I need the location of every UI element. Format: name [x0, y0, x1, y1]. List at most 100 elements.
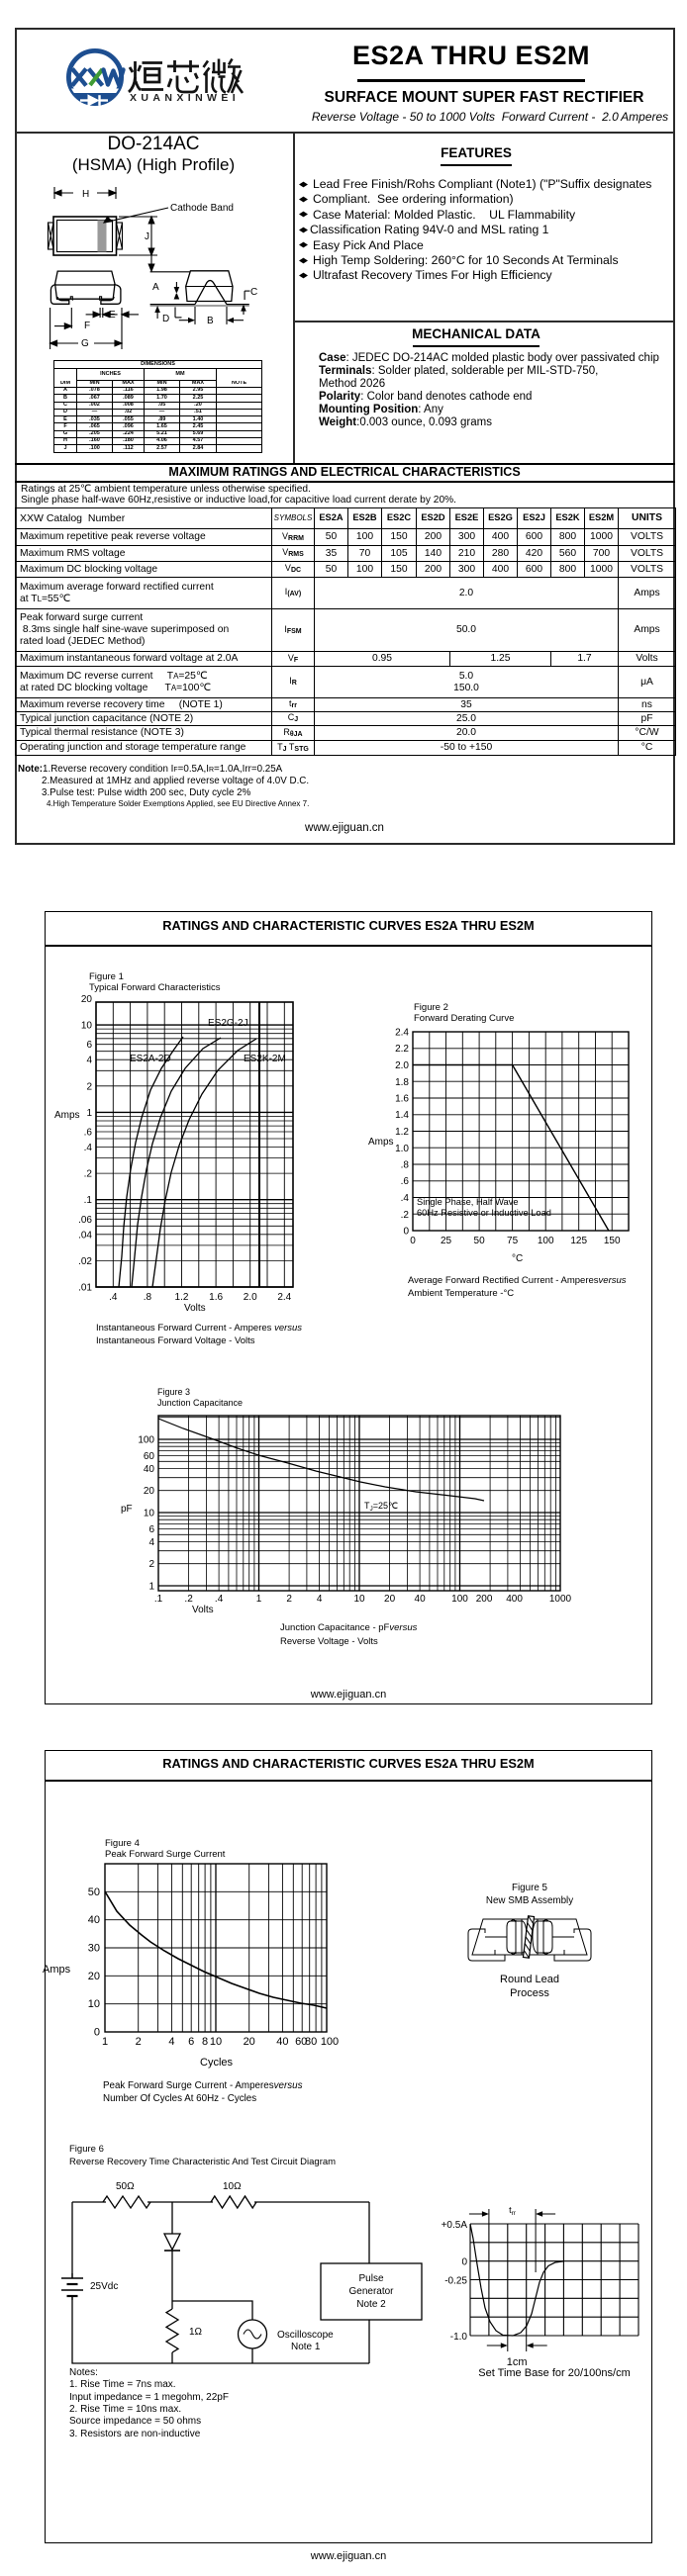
svg-text:TJ=25℃: TJ=25℃ [364, 1501, 398, 1513]
svg-text:0: 0 [461, 2257, 467, 2268]
svg-text:1: 1 [256, 1594, 262, 1605]
svg-text:.01: .01 [78, 1283, 92, 1294]
svg-text:ES2K-2M: ES2K-2M [244, 1054, 286, 1064]
svg-text:1000: 1000 [549, 1594, 572, 1605]
svg-text:200: 200 [476, 1594, 493, 1605]
svg-text:2.4: 2.4 [395, 1028, 409, 1039]
svg-text:Average Forward Rectified Curr: Average Forward Rectified Current - Ampe… [408, 1275, 627, 1286]
svg-text:Process: Process [510, 1987, 549, 1999]
svg-text:1.8: 1.8 [395, 1077, 409, 1088]
svg-text:1.6: 1.6 [209, 1292, 223, 1303]
svg-text:4: 4 [317, 1594, 323, 1605]
svg-text:4: 4 [148, 1537, 154, 1548]
svg-text:New SMB Assembly: New SMB Assembly [486, 1895, 573, 1906]
svg-text:1: 1 [102, 2036, 108, 2048]
svg-text:pF: pF [121, 1504, 133, 1515]
svg-text:Note 1: Note 1 [291, 2342, 321, 2352]
svg-text:0: 0 [410, 1236, 416, 1246]
svg-text:6: 6 [188, 2036, 194, 2048]
svg-text:2: 2 [136, 2036, 142, 2048]
svg-text:20: 20 [144, 1486, 155, 1497]
svg-text:Figure 4: Figure 4 [105, 1838, 140, 1849]
svg-text:10: 10 [353, 1594, 365, 1605]
svg-text:80: 80 [305, 2036, 317, 2048]
svg-text:Figure 2: Figure 2 [414, 1002, 448, 1013]
svg-text:40: 40 [88, 1914, 100, 1926]
svg-text:A: A [152, 282, 159, 293]
svg-text:.8: .8 [401, 1160, 410, 1171]
svg-text:75: 75 [507, 1236, 519, 1246]
svg-text:F: F [84, 321, 90, 331]
svg-text:Ambient Temperature -°C: Ambient Temperature -°C [408, 1288, 514, 1299]
svg-text:10: 10 [88, 1998, 100, 2010]
svg-text:100: 100 [138, 1435, 154, 1446]
svg-text:Pulse: Pulse [358, 2273, 383, 2284]
svg-text:2: 2 [148, 1559, 154, 1570]
svg-text:2: 2 [286, 1594, 292, 1605]
svg-text:G: G [81, 338, 89, 349]
svg-text:.6: .6 [401, 1176, 410, 1187]
svg-text:150: 150 [604, 1236, 621, 1246]
svg-text:D: D [162, 314, 169, 324]
svg-text:.2: .2 [184, 1594, 193, 1605]
svg-text:Typical Forward Characteristic: Typical Forward Characteristics [89, 982, 221, 993]
svg-text:Peak Forward Surge Current - A: Peak Forward Surge Current - Amperesvers… [103, 2080, 303, 2091]
svg-text:1Ω: 1Ω [189, 2327, 203, 2338]
svg-text:Generator: Generator [348, 2286, 394, 2297]
svg-text:B: B [207, 316, 214, 326]
svg-text:Number Of Cycles At 60Hz - Cyc: Number Of Cycles At 60Hz - Cycles [103, 2093, 256, 2104]
svg-text:8: 8 [202, 2036, 208, 2048]
svg-text:.1: .1 [84, 1195, 93, 1206]
svg-text:.4: .4 [401, 1193, 410, 1204]
svg-text:+0.5A: +0.5A [442, 2220, 468, 2231]
svg-text:Figure 5: Figure 5 [512, 1883, 547, 1893]
svg-text:125: 125 [570, 1236, 587, 1246]
svg-text:40: 40 [144, 1464, 155, 1475]
svg-text:.06: .06 [78, 1215, 92, 1226]
svg-text:40: 40 [276, 2036, 288, 2048]
svg-text:.4: .4 [215, 1594, 224, 1605]
svg-text:0: 0 [403, 1227, 409, 1238]
svg-text:Amps: Amps [43, 1964, 71, 1976]
svg-text:10: 10 [81, 1021, 93, 1032]
svg-text:Figure 6: Figure 6 [69, 2144, 104, 2155]
svg-text:100: 100 [538, 1236, 554, 1246]
svg-text:20: 20 [88, 1971, 100, 1982]
svg-text:Figure 1: Figure 1 [89, 971, 124, 982]
svg-text:60Hz Resistive or Inductive Lo: 60Hz Resistive or Inductive Load [417, 1208, 551, 1218]
svg-text:0: 0 [94, 2027, 100, 2039]
svg-text:ES2A-2D: ES2A-2D [130, 1054, 171, 1064]
svg-text:10: 10 [144, 1509, 155, 1519]
svg-text:4: 4 [86, 1056, 92, 1066]
svg-text:1cm: 1cm [507, 2356, 528, 2368]
svg-text:10Ω: 10Ω [223, 2181, 242, 2192]
svg-text:50: 50 [474, 1236, 486, 1246]
svg-text:-0.25: -0.25 [444, 2276, 467, 2287]
svg-text:6: 6 [86, 1040, 92, 1051]
svg-text:H: H [82, 189, 89, 200]
svg-text:-1.0: -1.0 [450, 2332, 468, 2343]
svg-text:Amps: Amps [368, 1137, 394, 1148]
svg-text:Figure 3: Figure 3 [157, 1387, 190, 1397]
svg-text:100: 100 [321, 2036, 339, 2048]
svg-text:.2: .2 [84, 1169, 93, 1180]
svg-text:Junction Capacitance: Junction Capacitance [157, 1398, 243, 1408]
svg-text:1.4: 1.4 [395, 1110, 409, 1121]
svg-text:400: 400 [506, 1594, 523, 1605]
svg-text:25Vdc: 25Vdc [90, 2281, 118, 2292]
svg-text:°C: °C [512, 1253, 523, 1264]
svg-text:Reverse Recovery Time Characte: Reverse Recovery Time Characteristic And… [69, 2157, 336, 2167]
svg-text:E: E [109, 310, 116, 321]
svg-text:.4: .4 [84, 1143, 93, 1153]
svg-text:2.4: 2.4 [277, 1292, 291, 1303]
svg-text:1.2: 1.2 [175, 1292, 189, 1303]
svg-text:Forward Derating Curve: Forward Derating Curve [414, 1013, 514, 1024]
svg-text:Volts: Volts [192, 1605, 214, 1615]
svg-text:ES2G-2J: ES2G-2J [208, 1018, 248, 1029]
svg-text:Cathode Band: Cathode Band [170, 203, 234, 214]
svg-text:.8: .8 [144, 1292, 152, 1303]
svg-text:Peak Forward Surge Current: Peak Forward Surge Current [105, 1849, 226, 1860]
svg-text:6: 6 [148, 1524, 154, 1535]
svg-text:J: J [145, 231, 149, 242]
svg-text:60: 60 [144, 1451, 155, 1462]
